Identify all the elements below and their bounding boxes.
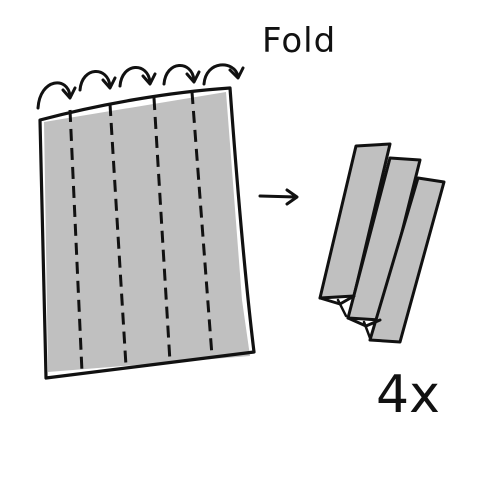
fold-label: Fold (262, 21, 336, 61)
fold-line (190, 91, 214, 357)
sheet-shading (44, 92, 250, 372)
fold-line (152, 97, 172, 363)
curved-arrow-icon (162, 64, 201, 86)
curved-arrow-icon (36, 81, 77, 110)
unfolded-sheet (38, 86, 256, 380)
fold-line (108, 103, 128, 367)
folded-strip (368, 176, 446, 344)
sheet-outline (38, 86, 256, 380)
fold-arrows (36, 63, 245, 110)
right-arrow-icon (258, 188, 299, 206)
fold-line (68, 109, 84, 373)
curved-arrow-icon (78, 70, 117, 92)
count-label: 4x (376, 365, 440, 425)
folded-result (318, 142, 446, 344)
curved-arrow-icon (118, 66, 157, 88)
curved-arrow-icon (202, 63, 245, 86)
